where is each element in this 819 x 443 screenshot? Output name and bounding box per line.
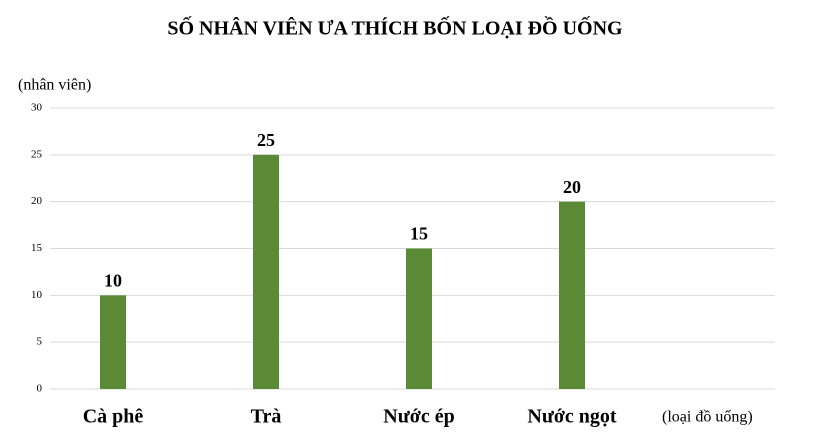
y-tick-label: 30: [31, 102, 43, 114]
data-label: 15: [410, 224, 428, 244]
bar: [100, 295, 126, 389]
x-tick-label: Nước ép: [383, 406, 454, 428]
data-label: 25: [257, 130, 275, 150]
x-axis-label: (loại đồ uống): [662, 409, 753, 426]
y-tick-label: 20: [31, 195, 43, 207]
y-tick-label: 10: [31, 289, 43, 301]
bar: [559, 201, 585, 389]
y-axis-label: (nhân viên): [18, 77, 91, 94]
bar: [406, 248, 432, 389]
chart-title: SỐ NHÂN VIÊN ƯA THÍCH BỐN LOẠI ĐỒ UỐNG: [167, 16, 623, 40]
x-tick-label: Nước ngọt: [527, 406, 617, 428]
y-tick-label: 0: [37, 383, 43, 395]
x-tick-label: Cà phê: [83, 406, 144, 428]
x-tick-label: Trà: [251, 406, 282, 428]
y-tick-label: 5: [37, 336, 43, 348]
data-label: 20: [563, 177, 581, 197]
bar: [253, 154, 279, 389]
data-label: 10: [104, 270, 122, 290]
y-tick-label: 25: [31, 148, 43, 160]
y-tick-label: 15: [31, 242, 43, 254]
